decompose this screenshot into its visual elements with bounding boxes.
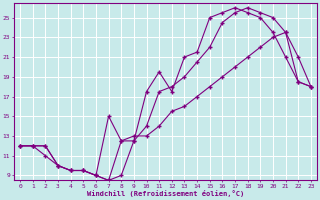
X-axis label: Windchill (Refroidissement éolien,°C): Windchill (Refroidissement éolien,°C) xyxy=(87,190,244,197)
